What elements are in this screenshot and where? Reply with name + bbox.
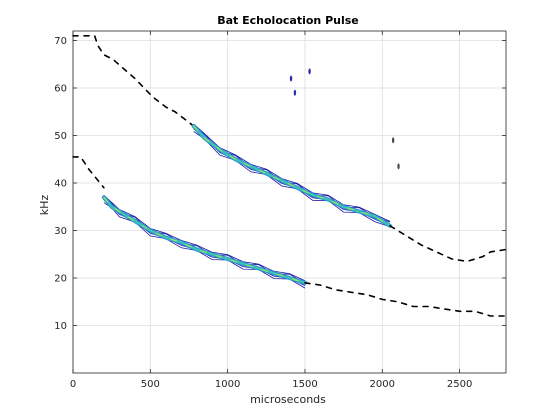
- x-tick-label: 500: [141, 379, 160, 390]
- series-layer: [72, 35, 507, 317]
- series-upper-faint-tail: [389, 225, 507, 263]
- contour-spot: [289, 75, 293, 82]
- x-tick-label: 1000: [215, 379, 240, 390]
- ridge-contour-inner: [102, 196, 307, 284]
- contour-spot: [293, 89, 297, 96]
- spot-layer: [289, 68, 400, 170]
- axes-frame: [72, 30, 507, 374]
- y-tick-label: 30: [54, 226, 67, 237]
- y-tick-label: 40: [54, 179, 67, 190]
- plot-area: 0 500 1000 1500 2000 2500 10 20 30 40 50 60 70: [54, 30, 507, 390]
- y-tick-label: 70: [54, 36, 67, 47]
- x-tick-label: 1500: [292, 379, 317, 390]
- contour-spot: [391, 137, 395, 144]
- contour-spot: [397, 163, 400, 170]
- y-axis-label: kHz: [38, 195, 51, 216]
- faint-trace: [72, 35, 195, 127]
- x-tick-label: 2500: [447, 379, 472, 390]
- y-tick-label: 60: [54, 84, 67, 95]
- series-upper-faint-trace: [72, 35, 195, 127]
- y-tick-label: 20: [54, 274, 67, 285]
- y-tick-label: 50: [54, 131, 67, 142]
- series-lower-faint-head: [72, 156, 105, 189]
- faint-trace: [72, 156, 105, 189]
- faint-trace: [389, 225, 507, 263]
- chart-title: Bat Echolocation Pulse: [217, 14, 359, 27]
- ridge-contour-core: [193, 125, 391, 227]
- ridge-contour-outer: [103, 195, 306, 282]
- contour-spot: [308, 68, 311, 75]
- faint-trace: [304, 282, 507, 317]
- series-upper-ridge: [191, 123, 392, 228]
- ticks: 0 500 1000 1500 2000 2500 10 20 30 40 50 60 70: [54, 31, 506, 390]
- axes-background: [73, 31, 506, 373]
- series-lower-ridge: [101, 195, 307, 289]
- x-tick-label: 0: [70, 379, 76, 390]
- x-axis-label: microseconds: [250, 393, 326, 406]
- ridge-contour-outer: [193, 123, 391, 222]
- series-lower-faint-tail: [304, 282, 507, 317]
- x-tick-label: 2000: [370, 379, 395, 390]
- y-tick-label: 10: [54, 321, 67, 332]
